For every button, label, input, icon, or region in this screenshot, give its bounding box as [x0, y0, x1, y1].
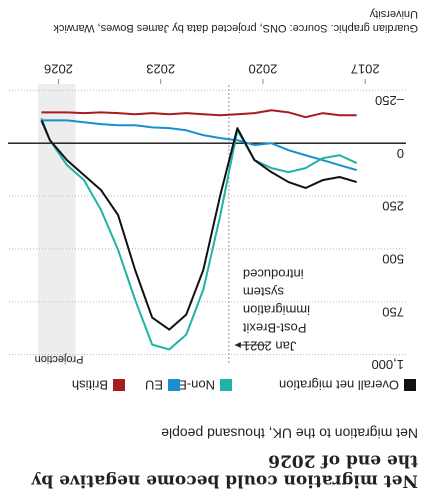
- series-line: [41, 109, 357, 119]
- projection-area: [38, 84, 76, 363]
- legend-label: Overall net migration: [279, 378, 399, 393]
- annotation: system: [243, 285, 284, 300]
- series-line: [40, 117, 358, 351]
- y-tick-label: 1,000: [371, 357, 404, 372]
- projection-label: Projection: [35, 353, 84, 365]
- x-tick-label: 2023: [146, 62, 175, 77]
- legend-swatch: [168, 379, 180, 391]
- annotation: introduced: [243, 267, 304, 282]
- legend-swatch: [113, 379, 125, 391]
- legend-label: Non-EU: [169, 378, 215, 393]
- y-tick-label: 250: [382, 199, 404, 214]
- series-line: [40, 119, 357, 331]
- y-tick-label: 0: [397, 146, 404, 161]
- legend-label: EU: [145, 378, 163, 393]
- y-tick-label: –250: [375, 93, 404, 108]
- x-tick-label: 2020: [248, 62, 277, 77]
- chart-subtitle: Net migration to the UK, thousand people: [161, 425, 418, 441]
- legend-label: British: [72, 378, 108, 393]
- series-line: [41, 119, 357, 171]
- legend-swatch: [220, 379, 232, 391]
- arrow-head: [234, 342, 241, 348]
- x-tick-label: 2017: [351, 62, 380, 77]
- x-tick-label: 2026: [44, 62, 73, 77]
- y-tick-label: 750: [382, 304, 404, 319]
- annotation: Post-Brexit: [242, 321, 306, 336]
- legend-swatch: [404, 379, 416, 391]
- y-tick-label: 500: [382, 251, 404, 266]
- source: Guardian graphic. Source: ONS, projected…: [53, 22, 418, 34]
- annotation: immigration: [243, 303, 310, 318]
- chart-title: the end of 2026: [268, 451, 418, 471]
- annotation: Jan 2021: [243, 339, 297, 354]
- source: University: [369, 8, 418, 20]
- chart-title: Net migration could become negative by: [30, 471, 418, 491]
